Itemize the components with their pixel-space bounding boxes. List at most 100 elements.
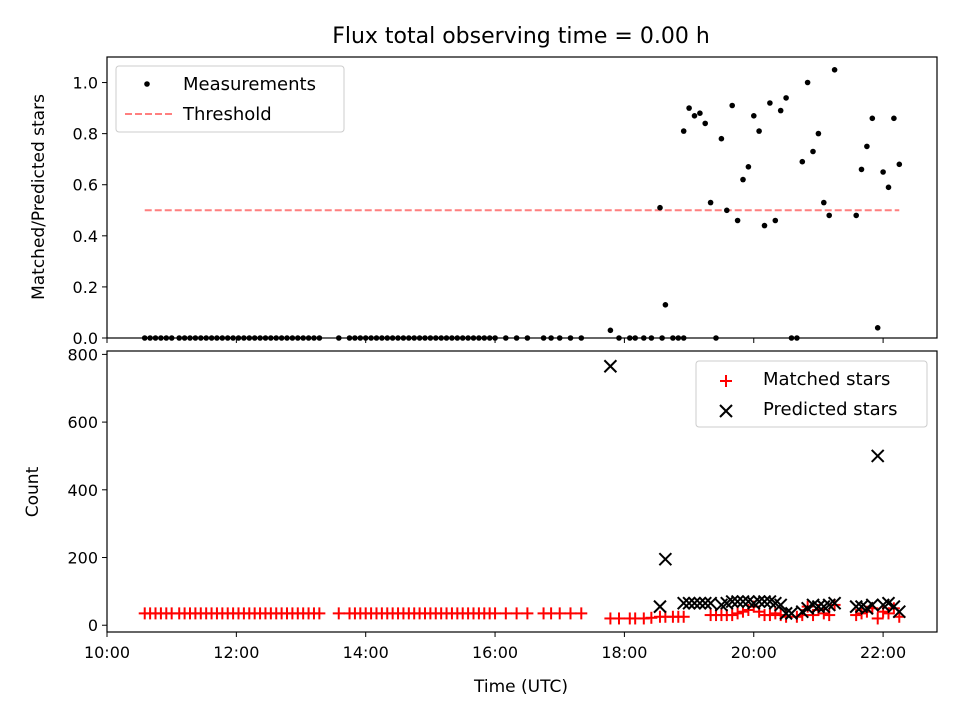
bottom-panel: 0 200 400 600 800 10:00 12:00 14:00 16:00 18:00 2… — [23, 345, 938, 697]
measurement-point — [740, 176, 746, 183]
top-y-tick-label: 0.0 — [73, 329, 98, 348]
measurement-point — [815, 130, 822, 137]
measurement-point — [891, 115, 897, 122]
matched-stars-point — [564, 607, 577, 620]
predicted-stars-point — [811, 599, 826, 614]
predicted-stars-point — [603, 359, 618, 373]
x-tick-label: 14:00 — [343, 643, 389, 662]
matched-stars-point — [332, 607, 345, 620]
predicted-stars-point — [892, 604, 906, 619]
measurement-point — [826, 212, 832, 219]
predicted-stars-point — [725, 594, 739, 609]
top-y-tick-label: 0.6 — [73, 176, 98, 195]
measurement-point — [761, 222, 768, 229]
matched-stars-point — [677, 610, 690, 623]
predicted-stars-point — [757, 594, 772, 609]
predicted-stars-point — [736, 594, 750, 609]
top-y-tick-label: 0.4 — [73, 227, 98, 246]
bottom-legend-box — [695, 360, 928, 428]
measurement-point — [729, 102, 735, 109]
predicted-stars-point — [730, 594, 745, 609]
matched-stars-point — [726, 609, 739, 622]
measurement-point — [607, 327, 614, 334]
measurement-point — [885, 184, 892, 191]
predicted-stars-point — [658, 552, 673, 566]
measurement-point — [869, 115, 876, 122]
predicted-stars-point — [865, 598, 880, 612]
predicted-stars-point — [871, 449, 885, 463]
measurement-point — [724, 207, 730, 214]
measurement-point — [767, 100, 773, 106]
top-plot-frame — [106, 56, 938, 339]
predicted-stars-point — [676, 596, 691, 610]
measurement-point — [853, 212, 859, 219]
top-legend-box — [115, 65, 345, 133]
matched-stars-point — [645, 611, 658, 624]
top-y-tick-label: 0.2 — [73, 278, 98, 297]
predicted-stars-point — [849, 599, 863, 614]
bottom-y-tick-label: 200 — [67, 549, 98, 568]
measurement-point — [745, 164, 752, 170]
matched-stars-point — [510, 607, 523, 620]
measurement-point — [880, 169, 886, 175]
measurement-point — [751, 113, 757, 119]
predicted-stars-point — [693, 596, 707, 610]
bottom-y-tick-label: 400 — [67, 481, 98, 500]
top-panel: 0.0 0.2 0.4 0.6 0.8 1.0 Matched/Predicted sta… — [29, 56, 938, 348]
matched-stars-point — [731, 607, 744, 620]
measurement-point — [810, 148, 816, 155]
legend-measurements-marker — [144, 81, 150, 87]
bottom-plot-frame — [106, 350, 938, 633]
matched-stars-point — [871, 612, 884, 625]
figure-title: Flux total observing time = 0.00 h — [332, 24, 710, 49]
measurement-point — [858, 166, 865, 173]
predicted-stars-point — [682, 596, 696, 610]
measurement-point — [864, 143, 870, 150]
measurement-point — [896, 161, 903, 168]
predicted-stars-point — [784, 606, 799, 621]
x-tick-label: 18:00 — [601, 643, 647, 662]
predicted-stars-point — [653, 599, 667, 614]
top-y-axis-label: Matched/Predicted stars — [29, 94, 49, 300]
x-tick-label: 12:00 — [213, 643, 259, 662]
measurement-point — [756, 128, 762, 134]
matched-stars-point — [613, 612, 626, 625]
x-axis-label: Time (UTC) — [473, 677, 568, 697]
predicted-stars-point — [752, 594, 766, 609]
measurement-point — [799, 158, 806, 165]
predicted-stars-point — [698, 596, 712, 610]
x-tick-label: 20:00 — [731, 643, 777, 662]
legend-predicted-label: Predicted stars — [763, 399, 897, 420]
measurement-point — [718, 135, 725, 142]
measurement-point — [686, 105, 692, 111]
bottom-y-axis-label: Count — [23, 466, 43, 517]
measurement-point — [702, 120, 708, 127]
legend-matched-marker — [720, 375, 732, 387]
predicted-stars-point — [779, 606, 793, 621]
legend-predicted-marker — [719, 404, 733, 418]
x-tick-label: 10:00 — [84, 643, 130, 662]
x-tick-label: 22:00 — [860, 643, 906, 662]
predicted-stars-point — [687, 596, 702, 610]
matched-stars-point — [521, 607, 534, 620]
top-legend: Measurements Threshold — [115, 65, 345, 133]
measurement-point — [697, 110, 703, 116]
measurement-point — [691, 113, 698, 119]
legend-matched-label: Matched stars — [763, 369, 890, 390]
bottom-y-tick-label: 0 — [88, 616, 98, 635]
measurement-point — [821, 199, 827, 206]
predicted-stars-point — [827, 596, 842, 610]
measurement-point — [680, 128, 687, 134]
x-tick-label: 16:00 — [472, 643, 518, 662]
legend-threshold-label: Threshold — [182, 104, 272, 125]
predicted-stars-point — [703, 596, 718, 610]
measurement-point — [783, 95, 789, 101]
measurement-point — [662, 302, 669, 308]
measurement-point — [657, 204, 663, 211]
measurement-point — [804, 79, 811, 86]
predicted-stars-point — [773, 598, 788, 612]
matched-stars-point — [489, 607, 502, 620]
bottom-y-tick-label: 800 — [67, 345, 98, 364]
matched-stars-point — [499, 607, 512, 620]
